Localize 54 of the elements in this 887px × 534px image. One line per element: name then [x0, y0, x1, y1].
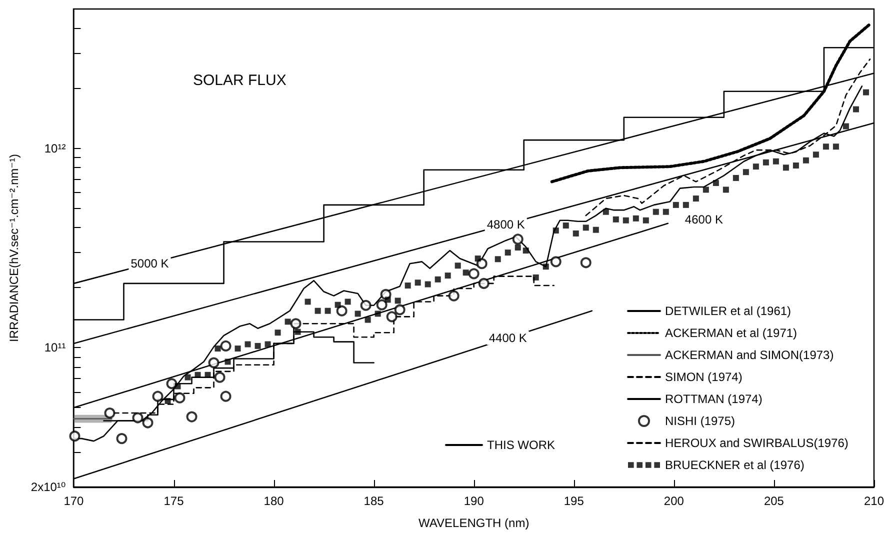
point	[512, 234, 524, 245]
x-tick-label: 200	[664, 494, 684, 508]
point	[142, 417, 154, 428]
legend-label: BRUECKNER et al (1976)	[665, 458, 804, 472]
annotation: 4400 K	[488, 330, 527, 345]
x-tick-label: 190	[464, 494, 484, 508]
point	[104, 408, 116, 419]
x-tick-label: 175	[164, 494, 184, 508]
legend-label: NISHI (1975)	[665, 414, 736, 428]
point	[290, 318, 302, 330]
point	[360, 300, 372, 311]
legend-label: DETWILER et al (1961)	[665, 304, 792, 318]
point	[208, 357, 220, 368]
y-tick-label: 10¹¹	[44, 340, 66, 355]
point	[220, 390, 232, 402]
legend-label: HEROUX and SWIRBALUS(1976)	[665, 436, 848, 450]
x-tick-label: 170	[64, 494, 84, 508]
point	[580, 257, 592, 268]
x-tick-label: 180	[264, 494, 284, 508]
y-axis-title: IRRADIANCE(hV.sec⁻¹.cm⁻².nm⁻¹)	[7, 154, 21, 342]
point	[152, 390, 164, 402]
point	[174, 392, 186, 404]
point	[186, 411, 198, 422]
point	[376, 299, 388, 310]
point	[166, 378, 178, 390]
y-tick-label: 10¹²	[44, 141, 66, 156]
annotation: 5000 K	[130, 256, 169, 271]
legend-label: ROTTMAN (1974)	[665, 392, 762, 406]
point	[132, 412, 144, 424]
x-tick-label: 205	[764, 494, 784, 508]
point	[116, 433, 128, 444]
legend-label: THIS WORK	[487, 438, 555, 452]
point	[69, 430, 80, 442]
x-tick-label: 195	[564, 494, 584, 508]
x-tick-label: 185	[364, 494, 384, 508]
point	[468, 268, 480, 280]
annotation: 4800 K	[486, 217, 525, 232]
x-tick-label: 210	[864, 494, 884, 508]
point	[476, 258, 488, 270]
text: SOLAR FLUX	[193, 72, 286, 89]
legend-label: ACKERMAN and SIMON(1973)	[665, 348, 834, 362]
point	[220, 340, 232, 352]
point	[214, 372, 226, 383]
legend-label: SIMON (1974)	[665, 370, 742, 384]
y-tick-label: 2x10¹⁰	[30, 480, 66, 494]
x-axis-title: WAVELENGTH (nm)	[418, 516, 530, 530]
point	[394, 304, 406, 316]
legend-label: ACKERMAN et al (1971)	[665, 326, 798, 340]
point	[386, 311, 398, 322]
point	[448, 290, 460, 302]
point	[550, 256, 562, 268]
annotation: 4600 K	[684, 212, 723, 226]
point	[478, 278, 490, 289]
point	[336, 305, 348, 316]
